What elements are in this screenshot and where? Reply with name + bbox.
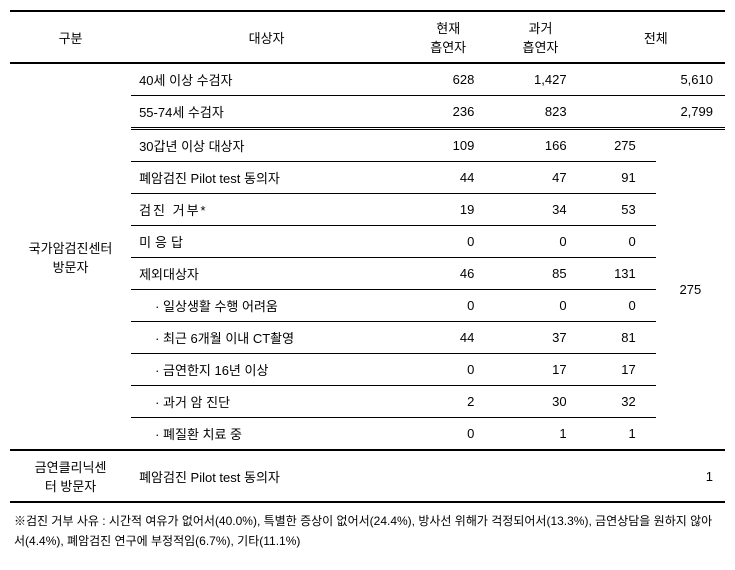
value-cell: 5,610	[587, 63, 725, 96]
table-row: 국가암검진센터 방문자 40세 이상 수검자 628 1,427 5,610	[10, 63, 725, 96]
target-cell: 미응답	[131, 226, 402, 258]
data-table: 구분 대상자 현재 흡연자 과거 흡연자 전체 국가암검진센터 방문자 40세 …	[10, 10, 725, 503]
value-cell: 0	[587, 226, 656, 258]
value-cell: 2,799	[587, 96, 725, 129]
target-cell: · 과거 암 진단	[131, 386, 402, 418]
value-cell: 0	[494, 290, 586, 322]
target-cell: 폐암검진 Pilot test 동의자	[131, 450, 402, 502]
group-label: 국가암검진센터 방문자	[10, 63, 131, 450]
header-past-smoker: 과거 흡연자	[494, 11, 586, 63]
merged-total-cell: 275	[656, 129, 725, 451]
value-cell: 0	[587, 290, 656, 322]
value-cell	[402, 450, 494, 502]
group-label: 금연클리닉센 터 방문자	[10, 450, 131, 502]
value-cell: 19	[402, 194, 494, 226]
footnote-text: ※검진 거부 사유 : 시간적 여유가 없어서(40.0%), 특별한 증상이 …	[10, 503, 725, 560]
value-cell: 131	[587, 258, 656, 290]
header-current-smoker: 현재 흡연자	[402, 11, 494, 63]
value-cell: 236	[402, 96, 494, 129]
value-cell: 53	[587, 194, 656, 226]
value-cell: 628	[402, 63, 494, 96]
target-cell: 제외대상자	[131, 258, 402, 290]
target-cell: 30갑년 이상 대상자	[131, 129, 402, 162]
value-cell: 0	[494, 226, 586, 258]
header-target: 대상자	[131, 11, 402, 63]
target-cell: · 최근 6개월 이내 CT촬영	[131, 322, 402, 354]
value-cell: 275	[587, 129, 656, 162]
value-cell: 17	[494, 354, 586, 386]
value-cell: 81	[587, 322, 656, 354]
value-cell: 1,427	[494, 63, 586, 96]
value-cell: 1	[587, 418, 656, 451]
value-cell: 823	[494, 96, 586, 129]
value-cell: 17	[587, 354, 656, 386]
table-row: 금연클리닉센 터 방문자 폐암검진 Pilot test 동의자 1	[10, 450, 725, 502]
value-cell: 1	[587, 450, 725, 502]
value-cell: 0	[402, 354, 494, 386]
target-cell: 검진 거부*	[131, 194, 402, 226]
value-cell: 0	[402, 418, 494, 451]
value-cell: 46	[402, 258, 494, 290]
target-cell: · 일상생활 수행 어려움	[131, 290, 402, 322]
header-category: 구분	[10, 11, 131, 63]
value-cell: 44	[402, 162, 494, 194]
target-cell: 40세 이상 수검자	[131, 63, 402, 96]
value-cell: 1	[494, 418, 586, 451]
value-cell: 47	[494, 162, 586, 194]
value-cell: 166	[494, 129, 586, 162]
value-cell: 109	[402, 129, 494, 162]
target-cell: · 폐질환 치료 중	[131, 418, 402, 451]
value-cell: 32	[587, 386, 656, 418]
target-cell: 폐암검진 Pilot test 동의자	[131, 162, 402, 194]
value-cell: 85	[494, 258, 586, 290]
header-total: 전체	[587, 11, 725, 63]
value-cell: 91	[587, 162, 656, 194]
value-cell: 2	[402, 386, 494, 418]
value-cell: 34	[494, 194, 586, 226]
value-cell: 37	[494, 322, 586, 354]
value-cell: 0	[402, 226, 494, 258]
target-cell: 55-74세 수검자	[131, 96, 402, 129]
value-cell: 44	[402, 322, 494, 354]
value-cell: 0	[402, 290, 494, 322]
target-cell: · 금연한지 16년 이상	[131, 354, 402, 386]
value-cell	[494, 450, 586, 502]
value-cell: 30	[494, 386, 586, 418]
